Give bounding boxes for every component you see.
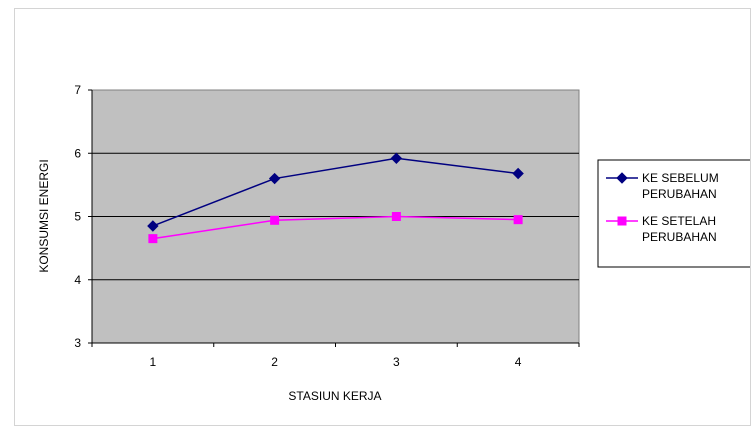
x-tick-label: 4 [515,355,522,369]
y-tick-label: 5 [74,210,81,224]
data-point-marker [268,172,281,185]
legend-label: KE SEBELUM [642,171,719,185]
legend-swatch-marker [616,172,628,184]
y-tick-label: 7 [74,83,81,97]
axes: 3 4 5 6 7 1 2 3 4 [74,83,580,369]
series-2 [148,212,523,244]
x-tick-label: 3 [393,355,400,369]
data-point-marker [148,234,158,244]
legend-label: PERUBAHAN [642,230,717,244]
legend-label: PERUBAHAN [642,187,717,201]
gridlines [92,152,579,281]
series-line [152,157,519,227]
legend: KE SEBELUM PERUBAHAN KE SETELAH PERUBAHAN [597,159,750,268]
series [147,152,524,244]
y-tick-label: 4 [74,273,81,287]
legend-entry-2: KE SETELAH PERUBAHAN [606,214,717,244]
x-tick-label: 2 [271,355,278,369]
y-axis-label: KONSUMSI ENERGI [37,159,51,272]
series-1 [147,152,524,232]
data-point-marker [147,220,159,232]
legend-label: KE SETELAH [642,214,716,228]
y-tick-label: 3 [74,336,81,350]
data-point-marker [512,167,524,180]
x-tick-label: 1 [150,355,157,369]
legend-entry-1: KE SEBELUM PERUBAHAN [606,171,719,201]
x-axis-label: STASIUN KERJA [288,389,381,403]
y-tick-label: 6 [74,146,81,160]
data-point-marker [270,215,280,225]
data-point-marker [513,215,523,225]
legend-swatch-marker [617,216,627,226]
data-point-marker [390,152,403,165]
data-point-marker [391,212,401,221]
series-line [152,215,519,240]
